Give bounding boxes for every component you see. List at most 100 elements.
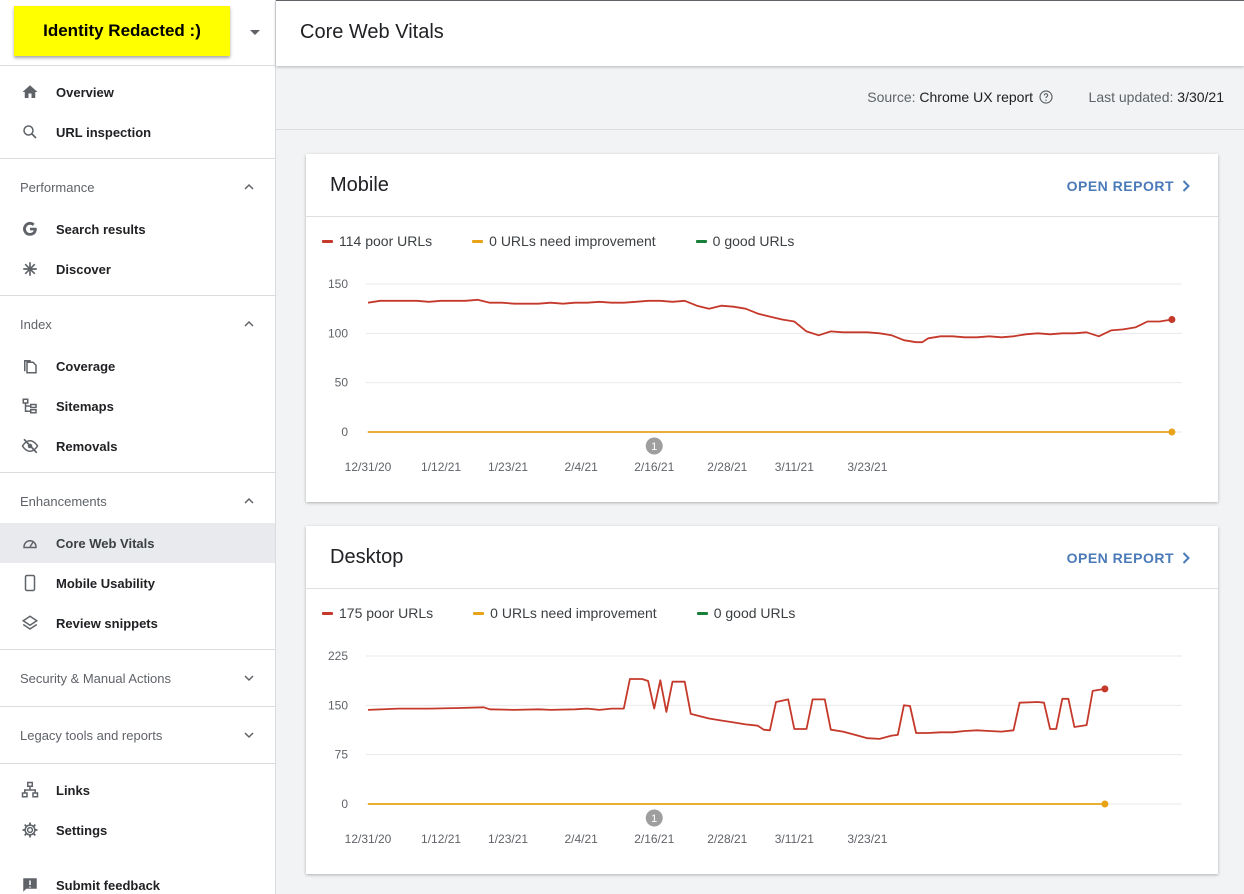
y-tick-label: 50 bbox=[335, 376, 349, 390]
sidebar-item-label: Submit feedback bbox=[56, 877, 161, 893]
source-info: Source: Chrome UX report bbox=[867, 89, 1054, 105]
y-tick-label: 150 bbox=[328, 277, 348, 291]
sidebar-item-review-snippets[interactable]: Review snippets bbox=[0, 603, 275, 643]
y-tick-label: 0 bbox=[341, 797, 348, 811]
x-tick-label: 1/12/21 bbox=[421, 460, 461, 474]
x-tick-label: 3/23/21 bbox=[847, 460, 887, 474]
dropdown-caret-icon[interactable] bbox=[250, 30, 260, 35]
sidebar-item-settings[interactable]: Settings bbox=[0, 810, 275, 850]
legend-item-poor[interactable]: 175 poor URLs bbox=[322, 605, 433, 621]
sidebar-item-label: Sitemaps bbox=[56, 398, 114, 414]
gear-icon bbox=[20, 820, 40, 840]
nav-group-security: Security & Manual Actions bbox=[0, 650, 275, 707]
home-icon bbox=[20, 82, 40, 102]
section-index-toggle[interactable]: Index bbox=[0, 302, 275, 346]
legend-swatch bbox=[472, 239, 484, 243]
chevron-right-icon bbox=[1182, 552, 1190, 564]
legend-item-poor[interactable]: 114 poor URLs bbox=[322, 233, 432, 249]
feedback-icon bbox=[20, 875, 40, 894]
sidebar-item-submit-feedback[interactable]: Submit feedback bbox=[0, 865, 275, 894]
nav-group-enhancements: Enhancements Core Web Vitals Mobile Usab… bbox=[0, 473, 275, 650]
nav-group-index: Index Coverage Sitemaps Removals bbox=[0, 296, 275, 473]
property-name: Identity Redacted :) bbox=[43, 21, 201, 40]
annotation-label: 1 bbox=[651, 441, 657, 453]
sidebar-item-coverage[interactable]: Coverage bbox=[0, 346, 275, 386]
property-selector-row: Identity Redacted :) bbox=[0, 0, 275, 66]
x-tick-label: 3/11/21 bbox=[775, 832, 814, 846]
sidebar-item-discover[interactable]: Discover bbox=[0, 249, 275, 289]
open-report-link[interactable]: OPEN REPORT bbox=[1067, 550, 1190, 566]
legend-swatch bbox=[473, 611, 485, 615]
annotation-label: 1 bbox=[651, 813, 657, 825]
chart-legend: 114 poor URLs 0 URLs need improvement 0 … bbox=[322, 233, 834, 249]
chart-legend: 175 poor URLs 0 URLs need improvement 0 … bbox=[322, 605, 835, 621]
layers-icon bbox=[20, 613, 40, 633]
updated-label: Last updated: bbox=[1088, 89, 1174, 105]
x-tick-label: 1/23/21 bbox=[488, 460, 528, 474]
help-icon[interactable] bbox=[1038, 89, 1054, 105]
google-g-icon bbox=[20, 219, 40, 239]
sidebar-item-overview[interactable]: Overview bbox=[0, 72, 275, 112]
x-tick-label: 2/28/21 bbox=[707, 832, 747, 846]
sidebar-item-search-results[interactable]: Search results bbox=[0, 209, 275, 249]
section-performance-toggle[interactable]: Performance bbox=[0, 165, 275, 209]
chevron-down-icon bbox=[244, 675, 254, 682]
legend-item-good[interactable]: 0 good URLs bbox=[696, 605, 796, 621]
y-tick-label: 75 bbox=[335, 748, 349, 762]
sidebar-item-label: Mobile Usability bbox=[56, 575, 155, 591]
nav-group-top: Overview URL inspection bbox=[0, 66, 275, 159]
legend-item-needs-improvement[interactable]: 0 URLs need improvement bbox=[472, 233, 656, 249]
x-tick-label: 12/31/20 bbox=[345, 460, 392, 474]
sidebar-item-label: Search results bbox=[56, 221, 146, 237]
sidebar-item-core-web-vitals[interactable]: Core Web Vitals bbox=[0, 523, 275, 563]
asterisk-icon bbox=[20, 259, 40, 279]
card-header: Mobile OPEN REPORT bbox=[306, 154, 1218, 217]
section-heading: Enhancements bbox=[20, 493, 107, 509]
sidebar-item-label: Review snippets bbox=[56, 615, 158, 631]
sidebar-item-url-inspection[interactable]: URL inspection bbox=[0, 112, 275, 152]
sidebar-item-label: Links bbox=[56, 782, 90, 798]
x-tick-label: 2/16/21 bbox=[634, 460, 674, 474]
legend-swatch bbox=[696, 611, 708, 615]
legend-label: 0 URLs need improvement bbox=[490, 605, 657, 621]
x-tick-label: 1/12/21 bbox=[421, 832, 461, 846]
sidebar-item-mobile-usability[interactable]: Mobile Usability bbox=[0, 563, 275, 603]
legend-swatch bbox=[322, 611, 333, 615]
y-tick-label: 100 bbox=[328, 326, 348, 340]
chevron-up-icon bbox=[244, 320, 254, 327]
smartphone-icon bbox=[20, 573, 40, 593]
property-selector[interactable]: Identity Redacted :) bbox=[14, 6, 230, 56]
updated-value: 3/30/21 bbox=[1177, 89, 1224, 105]
section-legacy-toggle[interactable]: Legacy tools and reports bbox=[0, 713, 275, 757]
mobile-card: Mobile OPEN REPORT 114 poor URLs 0 URLs … bbox=[306, 154, 1218, 502]
sidebar-item-label: Core Web Vitals bbox=[56, 535, 155, 551]
card-title: Mobile bbox=[330, 174, 389, 196]
search-icon bbox=[20, 122, 40, 142]
legend-label: 0 good URLs bbox=[713, 605, 796, 621]
speedometer-icon bbox=[20, 533, 40, 553]
y-tick-label: 150 bbox=[328, 698, 348, 712]
source-value: Chrome UX report bbox=[919, 89, 1033, 105]
y-tick-label: 225 bbox=[328, 649, 348, 663]
section-heading: Security & Manual Actions bbox=[20, 670, 172, 686]
legend-item-needs-improvement[interactable]: 0 URLs need improvement bbox=[473, 605, 657, 621]
chevron-up-icon bbox=[244, 497, 254, 504]
eye-off-icon bbox=[20, 436, 40, 456]
sidebar-item-label: Removals bbox=[56, 438, 118, 454]
legend-swatch bbox=[322, 239, 333, 243]
section-security-toggle[interactable]: Security & Manual Actions bbox=[0, 656, 275, 700]
section-heading: Index bbox=[20, 316, 52, 332]
section-heading: Performance bbox=[20, 179, 95, 195]
links-network-icon bbox=[20, 780, 40, 800]
open-report-label: OPEN REPORT bbox=[1066, 550, 1174, 566]
legend-item-good[interactable]: 0 good URLs bbox=[695, 233, 794, 249]
sidebar-item-removals[interactable]: Removals bbox=[0, 426, 275, 466]
open-report-link[interactable]: OPEN REPORT bbox=[1067, 178, 1190, 194]
x-tick-label: 3/23/21 bbox=[847, 832, 887, 846]
nav-group-performance: Performance Search results Discover bbox=[0, 159, 275, 296]
sidebar-item-links[interactable]: Links bbox=[0, 770, 275, 810]
legend-label: 114 poor URLs bbox=[339, 233, 433, 249]
x-tick-label: 2/16/21 bbox=[634, 832, 674, 846]
sidebar-item-sitemaps[interactable]: Sitemaps bbox=[0, 386, 275, 426]
section-enhancements-toggle[interactable]: Enhancements bbox=[0, 479, 275, 523]
